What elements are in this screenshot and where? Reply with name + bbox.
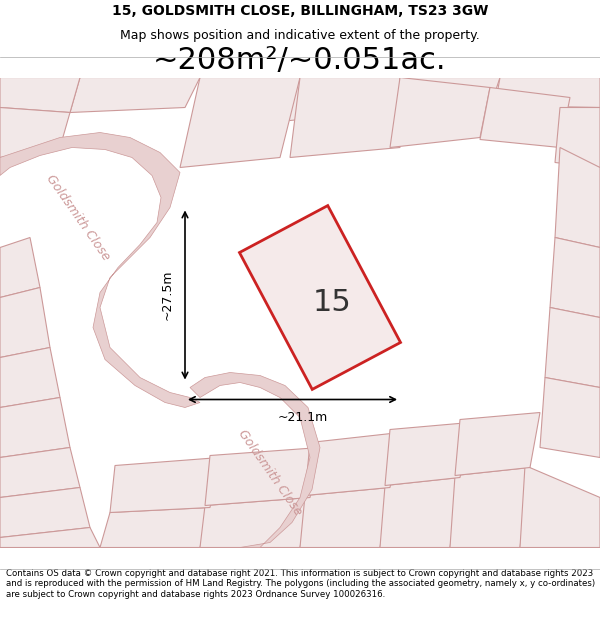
Polygon shape [555,107,600,168]
Polygon shape [520,466,600,548]
Polygon shape [0,107,70,158]
Text: Contains OS data © Crown copyright and database right 2021. This information is : Contains OS data © Crown copyright and d… [6,569,595,599]
Polygon shape [290,78,400,158]
Polygon shape [70,78,200,112]
Polygon shape [300,78,410,112]
Text: Goldsmith Close: Goldsmith Close [236,427,304,518]
Polygon shape [205,448,320,506]
Polygon shape [110,458,220,512]
Polygon shape [550,238,600,318]
Polygon shape [0,238,40,298]
Text: 15, GOLDSMITH CLOSE, BILLINGHAM, TS23 3GW: 15, GOLDSMITH CLOSE, BILLINGHAM, TS23 3G… [112,4,488,18]
Text: ~208m²/~0.051ac.: ~208m²/~0.051ac. [153,46,447,74]
Polygon shape [190,372,320,548]
Polygon shape [300,488,390,548]
Polygon shape [180,78,300,168]
Polygon shape [0,132,200,408]
Text: ~27.5m: ~27.5m [161,270,173,320]
Polygon shape [200,498,310,548]
Text: ~21.1m: ~21.1m [277,411,328,424]
Polygon shape [380,478,460,548]
Polygon shape [100,508,210,548]
Polygon shape [480,88,570,148]
Polygon shape [200,78,320,128]
Polygon shape [450,468,530,548]
Polygon shape [0,398,70,458]
Text: Map shows position and indicative extent of the property.: Map shows position and indicative extent… [120,29,480,41]
Polygon shape [0,528,100,548]
Polygon shape [555,148,600,248]
Polygon shape [385,422,470,486]
Polygon shape [0,288,50,357]
Polygon shape [455,412,540,476]
Polygon shape [305,432,400,496]
Polygon shape [0,78,80,112]
Polygon shape [0,348,60,408]
Polygon shape [239,206,401,389]
Polygon shape [545,308,600,388]
Text: Goldsmith Close: Goldsmith Close [44,172,112,263]
Text: 15: 15 [313,288,352,317]
Polygon shape [540,378,600,458]
Polygon shape [0,488,90,538]
Polygon shape [390,78,490,148]
Polygon shape [400,78,500,108]
Polygon shape [0,448,80,498]
Polygon shape [495,78,600,108]
